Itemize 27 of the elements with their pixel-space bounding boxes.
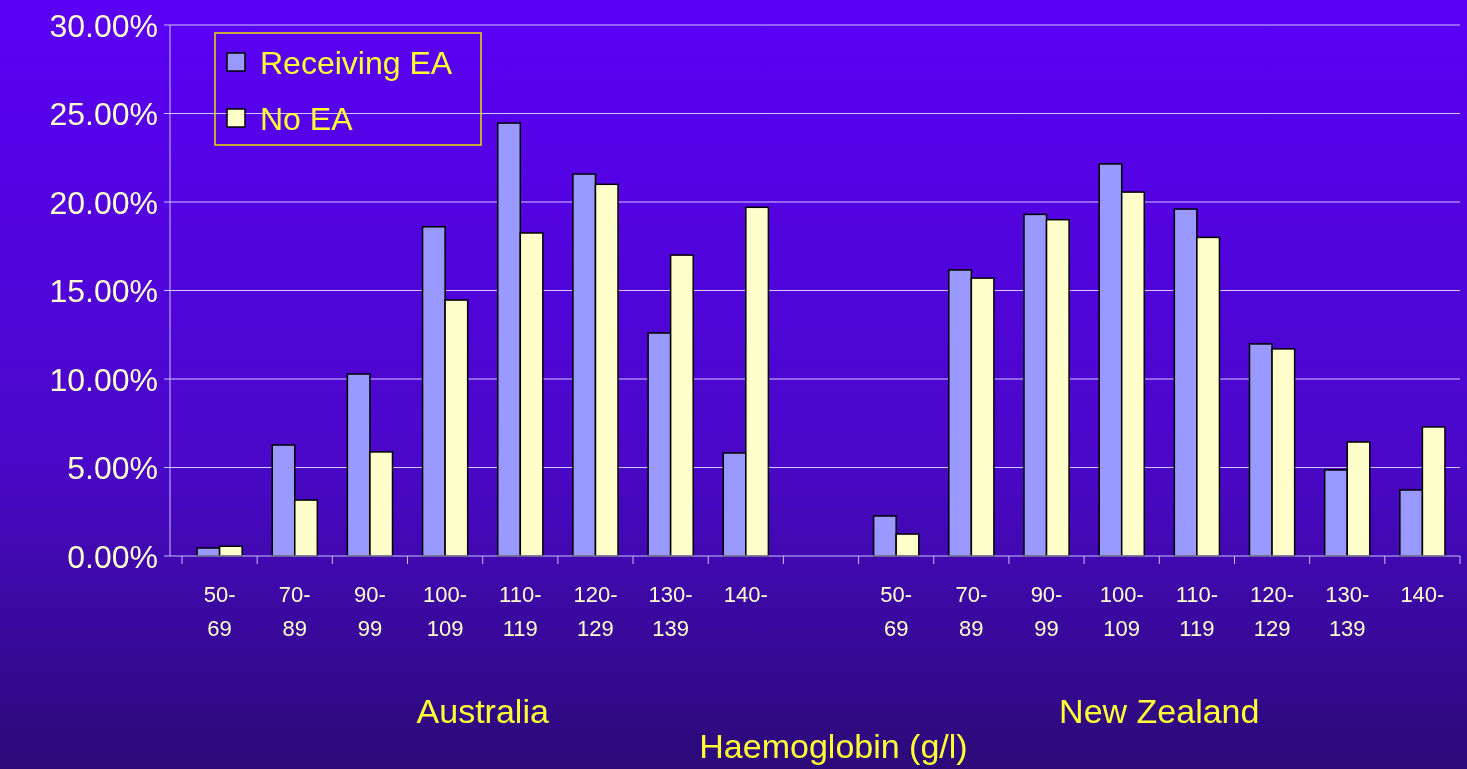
legend-label: Receiving EA <box>260 44 453 81</box>
x-axis-title: Haemoglobin (g/l) <box>699 727 968 765</box>
x-tick-label: 90-99 <box>354 582 386 641</box>
x-tick-label: 110-119 <box>499 582 542 641</box>
y-tick-label: 15.00% <box>49 273 158 310</box>
text: Australia <box>416 692 549 730</box>
y-tick-label: 20.00% <box>49 184 158 221</box>
x-tick-label: 100-109 <box>423 582 468 641</box>
y-tick-label: 5.00% <box>67 450 158 487</box>
x-tick-label: 100-109 <box>1099 582 1144 641</box>
x-tick-label: 70-89 <box>278 582 311 641</box>
y-tick-label: 0.00% <box>67 538 158 575</box>
x-tick-label: 140- <box>723 582 768 607</box>
y-tick-label: 30.00% <box>49 7 158 44</box>
x-tick-label: 130-139 <box>1325 582 1370 641</box>
y-tick-label: 25.00% <box>49 96 158 133</box>
y-tick-label: 10.00% <box>49 361 158 398</box>
x-tick-label: 140- <box>1400 582 1445 607</box>
x-tick-label: 110-119 <box>1175 582 1219 641</box>
x-tick-label: 70-89 <box>955 582 988 641</box>
x-tick-label: 90-99 <box>1030 582 1063 641</box>
x-tick-label: 50-69 <box>880 582 913 641</box>
x-tick-label: 120-129 <box>573 582 618 641</box>
x-tick-label: 130-139 <box>648 582 693 641</box>
text: New Zealand <box>1059 692 1260 730</box>
x-tick-label: 120-129 <box>1250 582 1295 641</box>
x-tick-label: 50-69 <box>203 582 236 641</box>
